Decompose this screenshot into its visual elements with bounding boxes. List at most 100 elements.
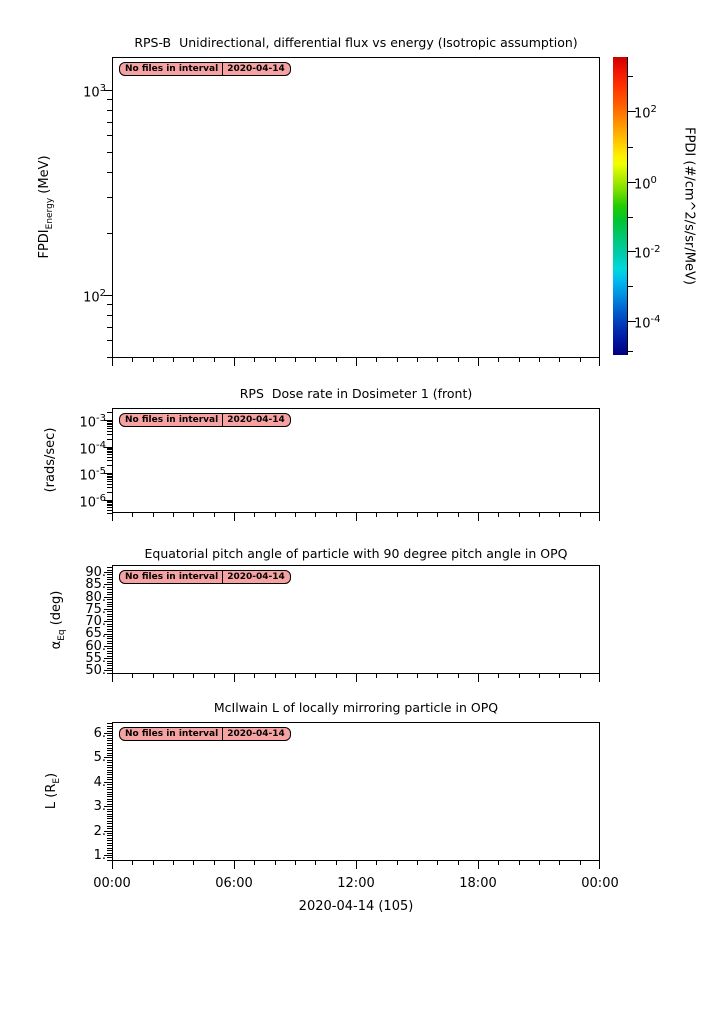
tick-mark (107, 738, 112, 739)
tick-mark (107, 454, 112, 455)
tick-mark (437, 674, 438, 678)
tick-mark (628, 351, 633, 352)
tick-mark (599, 861, 600, 869)
tick-mark (107, 823, 112, 824)
tick-mark (315, 358, 316, 362)
tick-mark (112, 861, 113, 869)
panel-title-dose-rate: RPS Dose rate in Dosimeter 1 (front) (239, 386, 473, 401)
colorbar-axis-label: FPDI (#/cm^2/s/sr/MeV) (681, 127, 697, 285)
tick-mark (107, 460, 112, 461)
tick-mark (417, 358, 418, 362)
tick-mark (107, 638, 112, 639)
tick-mark (153, 861, 154, 865)
tick-mark (107, 616, 112, 617)
tick-mark (397, 861, 398, 865)
y-tick-label: 10-6 (79, 493, 106, 511)
y-tick-label: 75. (85, 602, 106, 617)
tick-mark (107, 609, 112, 610)
tick-mark (107, 661, 112, 662)
y-tick-label: 85. (85, 577, 106, 592)
tick-mark (107, 340, 112, 341)
tick-mark (107, 723, 112, 724)
x-axis-date-label: 2020-04-14 (105) (298, 899, 414, 914)
tick-mark (107, 673, 112, 674)
tick-mark (336, 674, 337, 678)
tick-mark (193, 513, 194, 517)
tick-mark (498, 513, 499, 517)
tick-mark (107, 572, 112, 573)
tick-mark (107, 641, 112, 642)
tick-mark (104, 473, 112, 474)
badge-divider (222, 571, 224, 583)
tick-mark (107, 327, 112, 328)
panel-title-mcilwain-l: McIlwain L of locally mirroring particle… (213, 700, 499, 715)
tick-mark (107, 816, 112, 817)
tick-mark (107, 504, 112, 505)
tick-mark (356, 861, 357, 869)
tick-mark (107, 465, 112, 466)
tick-mark (107, 481, 112, 482)
tick-mark (107, 735, 112, 736)
tick-mark (173, 861, 174, 865)
tick-mark (107, 604, 112, 605)
tick-mark (107, 760, 112, 761)
tick-mark (107, 853, 112, 854)
tick-mark (519, 674, 520, 678)
y-tick-label: 50. (85, 663, 106, 678)
tick-mark (275, 674, 276, 678)
tick-mark (336, 358, 337, 362)
tick-mark (107, 451, 112, 452)
colorbar-tick-label: 102 (634, 104, 657, 122)
tick-mark (417, 861, 418, 865)
tick-mark (107, 426, 112, 427)
tick-mark (107, 599, 112, 600)
tick-mark (153, 674, 154, 678)
tick-mark (376, 513, 377, 517)
tick-mark (295, 674, 296, 678)
tick-mark (580, 513, 581, 517)
tick-mark (628, 147, 633, 148)
tick-mark (153, 513, 154, 517)
x-tick-label: 00:00 (581, 876, 619, 891)
tick-mark (295, 513, 296, 517)
y-tick-label: 5. (93, 750, 106, 765)
tick-mark (107, 762, 112, 763)
tick-mark (107, 574, 112, 575)
tick-mark (153, 358, 154, 362)
no-data-badge: No files in interval 2020-04-14 (119, 62, 291, 76)
tick-mark (214, 358, 215, 362)
y-tick-label: 10-4 (79, 440, 106, 458)
tick-mark (107, 502, 112, 503)
tick-mark (315, 513, 316, 517)
tick-mark (478, 513, 479, 521)
tick-mark (107, 110, 112, 111)
tick-mark (107, 777, 112, 778)
tick-mark (107, 767, 112, 768)
y-tick-label: 103 (83, 83, 106, 101)
tick-mark (376, 358, 377, 362)
tick-mark (107, 510, 112, 511)
tick-mark (107, 619, 112, 620)
tick-mark (254, 674, 255, 678)
tick-mark (599, 513, 600, 521)
tick-mark (628, 217, 633, 218)
tick-mark (132, 358, 133, 362)
tick-mark (559, 358, 560, 362)
tick-mark (107, 643, 112, 644)
tick-mark (107, 784, 112, 785)
tick-mark (107, 457, 112, 458)
tick-mark (107, 806, 112, 807)
badge-divider (222, 414, 224, 426)
tick-mark (107, 828, 112, 829)
tick-mark (107, 304, 112, 305)
tick-mark (193, 358, 194, 362)
tick-mark (107, 505, 112, 506)
tick-mark (107, 835, 112, 836)
tick-mark (599, 358, 600, 366)
tick-mark (107, 770, 112, 771)
tick-mark (478, 674, 479, 682)
tick-mark (107, 135, 112, 136)
no-data-badge: No files in interval 2020-04-14 (119, 413, 291, 427)
tick-mark (104, 295, 112, 296)
